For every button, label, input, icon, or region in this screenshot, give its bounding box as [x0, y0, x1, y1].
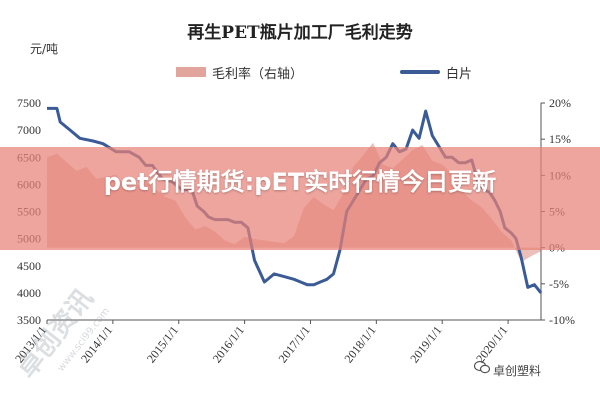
right-tick-label: 15% [549, 132, 571, 146]
overlay-banner [0, 147, 600, 250]
wechat-icon [474, 360, 490, 374]
chart-title: 再生PET瓶片加工厂毛利走势 [187, 23, 413, 43]
x-tick-label: 2015/1/1 [144, 323, 181, 365]
legend-swatch-line [400, 70, 440, 74]
right-tick-label: -5% [549, 277, 569, 291]
x-tick-label: 2017/1/1 [276, 323, 313, 365]
left-axis-unit: 元/吨 [30, 42, 59, 56]
legend-label-white-flake: 白片 [446, 66, 473, 82]
right-tick-label: -10% [549, 313, 575, 327]
x-tick-label: 2019/1/1 [407, 323, 444, 365]
right-tick-label: 20% [549, 96, 571, 110]
x-tick-label: 2016/1/1 [210, 323, 247, 365]
legend-label-margin: 毛利率（右轴） [212, 66, 304, 82]
left-tick-label: 3500 [17, 313, 41, 327]
watermark-text: 卓创塑料 [493, 364, 542, 378]
legend-item-white-flake: 白片 [400, 64, 473, 82]
left-tick-label: 4000 [17, 286, 41, 300]
overlay-headline: pet行情期货:pET实时行情今日更新 [103, 168, 497, 196]
left-tick-label: 7500 [17, 96, 41, 110]
x-tick-label: 2018/1/1 [341, 323, 378, 365]
legend-item-margin: 毛利率（右轴） [176, 64, 304, 82]
left-tick-label: 7000 [17, 123, 41, 137]
legend-swatch-area [176, 67, 206, 77]
left-tick-label: 4500 [17, 259, 41, 273]
